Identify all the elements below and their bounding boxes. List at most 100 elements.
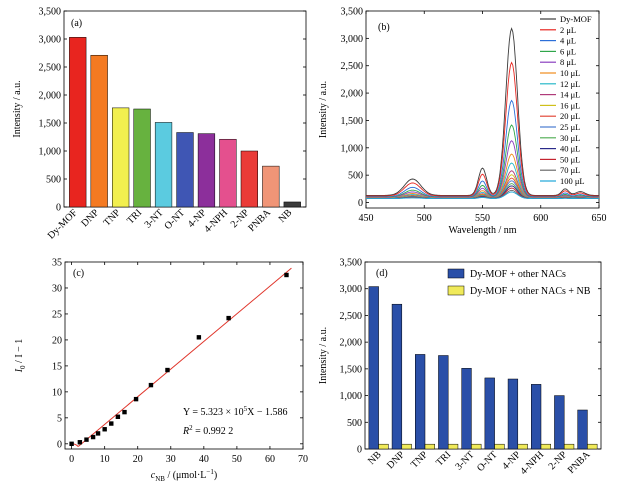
panel-d-plot-frame xyxy=(364,261,602,450)
panel-b-series-line xyxy=(366,191,599,200)
panel-a-x-tick-label: TNP xyxy=(102,207,123,228)
panel-c-x-tick-label: 50 xyxy=(232,454,242,465)
panel-b-legend-label: 8 μL xyxy=(560,57,576,67)
panel-c-data-point xyxy=(133,396,139,402)
panel-a-y-tick-label: 2,500 xyxy=(39,63,62,74)
panel-c-data-point xyxy=(122,409,127,415)
panel-b-y-tick-label: 1,500 xyxy=(341,116,364,127)
panel-c-x-tick-label: 20 xyxy=(133,454,143,465)
panel-c-x-tick-label: 40 xyxy=(199,454,209,465)
panel-a-y-tick-label: 3,500 xyxy=(39,7,62,18)
panel-c-data-point xyxy=(226,315,231,321)
panel-a-y-tick-label: 0 xyxy=(56,203,61,214)
panel-b-y-tick-label: 2,000 xyxy=(341,89,364,100)
panel-b-legend-label: 10 μL xyxy=(560,68,580,78)
panel-a-y-tick-label: 1,500 xyxy=(39,119,62,130)
panel-b-y-tick-label: 3,500 xyxy=(341,7,364,18)
panel-a-bar xyxy=(219,138,237,208)
panel-c-data-point xyxy=(84,437,89,442)
panel-c-y-tick-label: 15 xyxy=(52,361,62,372)
panel-b-series-line xyxy=(366,27,599,196)
panel-c-y-tick-label: 25 xyxy=(52,309,62,320)
panel-c-data-point xyxy=(95,431,101,436)
panel-d-x-tick-label: TNP xyxy=(409,449,430,470)
panel-b-x-tick-label: 550 xyxy=(475,213,490,224)
panel-a-bar xyxy=(69,37,87,208)
panel-c-y-tick-label: 30 xyxy=(52,283,62,294)
panel-b-x-tick-label: 500 xyxy=(417,213,432,224)
panel-d-bar xyxy=(494,443,505,450)
panel-d-x-tick-label: DNP xyxy=(385,449,407,471)
panel-d-bar xyxy=(540,443,551,450)
panel-d-bar xyxy=(577,409,588,450)
panel-a-x-tick-label: Dy-MOF xyxy=(46,207,80,241)
panel-b-y-tick-label: 500 xyxy=(348,171,363,182)
panel-c-data-point xyxy=(115,414,121,419)
panel-a-bar xyxy=(133,108,151,208)
panel-b-legend-label: 4 μL xyxy=(560,36,576,46)
panel-d-bar xyxy=(378,443,389,450)
panel-b-legend-label: 30 μL xyxy=(560,133,580,143)
panel-c-r-squared: R2 = 0.992 2 xyxy=(182,424,233,437)
panel-b-y-tick-label: 0 xyxy=(358,198,363,209)
panel-d-bar xyxy=(391,303,403,450)
panel-d-label: (d) xyxy=(376,268,388,279)
panel-d-bar xyxy=(531,384,542,450)
panel-b-series-line xyxy=(366,99,599,198)
panel-b-series-line xyxy=(366,124,599,198)
panel-d-bar xyxy=(563,443,575,450)
panel-d-bar xyxy=(438,355,449,450)
panel-b-legend-label: 50 μL xyxy=(560,154,580,164)
panel-a-bar xyxy=(240,150,258,208)
panel-c-fit-equation: Y = 5.323 × 105X − 1.586 xyxy=(183,405,288,418)
panel-b-y-tick-label: 3,000 xyxy=(341,34,364,45)
panel-d-y-tick-label: 3,500 xyxy=(340,258,363,269)
panel-c-data-point xyxy=(284,272,289,278)
panel-a-y-tick-label: 1,000 xyxy=(39,147,62,158)
panel-c-y-tick-label: 35 xyxy=(52,258,62,269)
panel-b-emission-spectra: 0 500 1,000 1,500 2,000 2,500 3,000 3,500 450 500… xyxy=(318,7,607,237)
panel-b-legend-label: 70 μL xyxy=(560,165,580,175)
panel-d-x-tick-label: 3-NT xyxy=(453,449,476,472)
panel-c-y-tick-label: 20 xyxy=(52,335,62,346)
panel-b-legend-label: 40 μL xyxy=(560,144,580,154)
panel-c-data-point xyxy=(148,382,154,388)
panel-a-y-axis-label: Intensity / a.u. xyxy=(12,80,23,137)
panel-a-bar xyxy=(112,107,130,208)
panel-d-x-tick-label: NB xyxy=(366,449,384,467)
panel-d-y-axis-label: Intensity / a.u. xyxy=(318,327,329,384)
panel-d-y-tick-label: 1,500 xyxy=(340,364,363,375)
panel-d-legend-label: Dy-MOF + other NACs xyxy=(470,269,566,280)
panel-c-data-point xyxy=(69,441,74,447)
panel-d-bar xyxy=(401,443,412,450)
panel-a-x-tick-label: NB xyxy=(277,207,295,225)
panel-c-data-point xyxy=(165,367,170,373)
panel-c-y-tick-label: 10 xyxy=(52,387,62,398)
panel-c-data-point xyxy=(109,421,114,426)
panel-d-bar xyxy=(368,286,379,450)
panel-c-y-tick-label: 5 xyxy=(57,413,62,424)
panel-d-bar xyxy=(517,443,528,450)
panel-d-y-tick-label: 500 xyxy=(347,418,362,429)
panel-b-legend-label: 100 μL xyxy=(560,176,585,186)
panel-d-bar xyxy=(554,395,565,450)
panel-d-x-tick-label: O-NT xyxy=(475,449,500,474)
panel-a-y-tick-label: 2,000 xyxy=(39,91,62,102)
panel-d-x-tick-label: PNBA xyxy=(566,449,593,476)
panel-a-x-tick-label: TRI xyxy=(125,207,144,226)
panel-c-data-point xyxy=(102,427,107,432)
panel-d-bar xyxy=(507,378,519,450)
panel-a-y-tick-label: 3,000 xyxy=(39,35,62,46)
panel-c-x-tick-label: 0 xyxy=(69,454,74,465)
panel-d-y-tick-label: 0 xyxy=(357,445,362,456)
panel-b-x-axis-label: Wavelength / nm xyxy=(448,225,516,236)
panel-c-x-tick-label: 30 xyxy=(166,454,176,465)
panel-d-y-tick-label: 2,500 xyxy=(340,311,363,322)
panel-d-bar xyxy=(415,354,426,450)
panel-c-data-point xyxy=(77,440,83,445)
panel-d-y-tick-label: 1,000 xyxy=(340,391,363,402)
panel-d-x-tick-label: 4-NPH xyxy=(518,449,546,477)
panel-d-bar xyxy=(461,368,472,450)
panel-a-y-tick-label: 500 xyxy=(46,175,61,186)
